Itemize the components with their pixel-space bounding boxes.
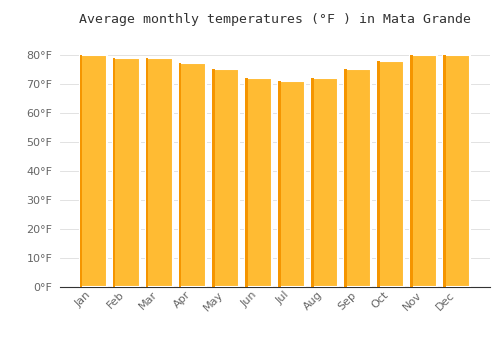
Bar bbox=[377, 61, 404, 287]
Bar bbox=[410, 55, 413, 287]
Bar bbox=[80, 55, 106, 287]
Bar bbox=[245, 78, 248, 287]
Bar bbox=[245, 78, 272, 287]
Bar bbox=[146, 58, 148, 287]
Bar bbox=[179, 63, 182, 287]
Bar bbox=[444, 55, 446, 287]
Bar bbox=[311, 78, 338, 287]
Bar bbox=[344, 69, 371, 287]
Bar bbox=[112, 58, 140, 287]
Bar bbox=[410, 55, 438, 287]
Title: Average monthly temperatures (°F ) in Mata Grande: Average monthly temperatures (°F ) in Ma… bbox=[79, 13, 471, 26]
Bar bbox=[179, 63, 206, 287]
Bar bbox=[212, 69, 214, 287]
Bar bbox=[278, 81, 280, 287]
Bar bbox=[311, 78, 314, 287]
Bar bbox=[377, 61, 380, 287]
Bar bbox=[212, 69, 239, 287]
Bar bbox=[80, 55, 82, 287]
Bar bbox=[146, 58, 173, 287]
Bar bbox=[112, 58, 116, 287]
Bar bbox=[278, 81, 305, 287]
Bar bbox=[444, 55, 470, 287]
Bar bbox=[344, 69, 347, 287]
